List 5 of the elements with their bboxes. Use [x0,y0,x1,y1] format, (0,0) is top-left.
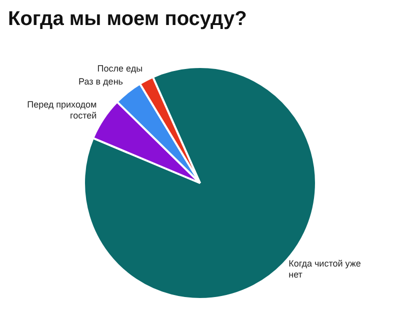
slice-label: Перед приходом гостей [27,99,97,120]
chart-title: Когда мы моем посуду? [8,8,248,31]
slice-label: После еды [97,64,143,74]
slice-label: Раз в день [78,76,124,86]
slice-label: Когда чистой уже нет [288,258,361,280]
